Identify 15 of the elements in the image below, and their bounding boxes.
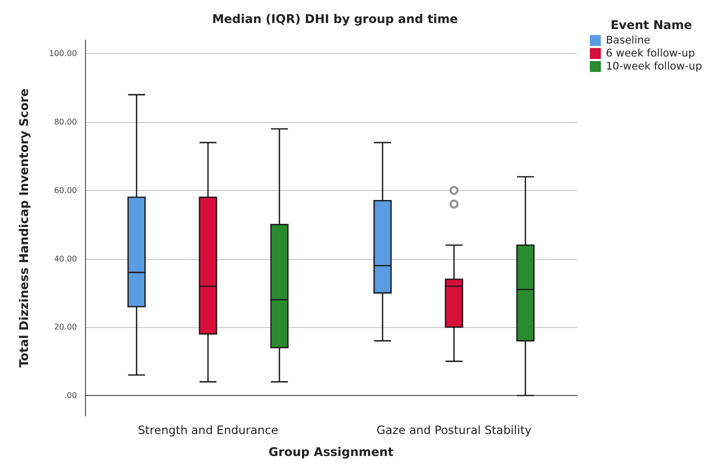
y-axis-title: Total Dizziness Handicap Inventory Score [17,88,31,368]
y-tick-label: 40.00 [54,254,77,264]
y-tick-label: 80.00 [54,118,77,127]
y-tick-label: 60.00 [54,186,77,195]
x-tick-label: Gaze and Postural Stability [376,423,532,437]
chart-title: Median (IQR) DHI by group and time [212,12,458,26]
legend-title: Event Name [610,18,692,32]
y-tick-label: 100.00 [49,49,77,58]
legend-label: Baseline [606,34,650,46]
legend-label: 6 week follow-up [606,48,696,60]
y-tick-label: 20.00 [54,322,77,332]
x-axis-title: Group Assignment [268,445,394,459]
x-tick-label: Strength and Endurance [138,423,278,437]
y-tick-label: .00 [64,390,77,400]
legend-label: 10-week follow-up [606,60,702,72]
